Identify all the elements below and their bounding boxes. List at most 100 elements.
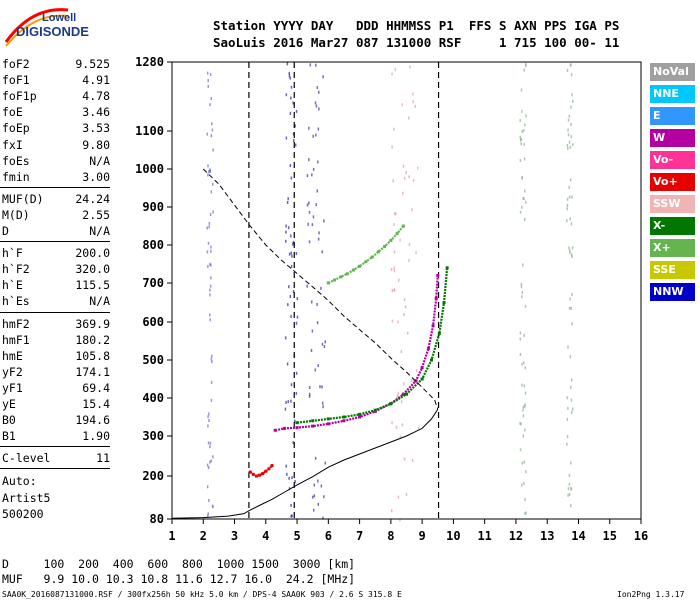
noise-dot <box>393 288 395 292</box>
param-name: D <box>2 224 9 238</box>
legend-item-ssw: SSW <box>650 195 695 213</box>
param-row-g1-5: fxI 9.80 <box>2 138 110 154</box>
noise-dot <box>206 250 209 254</box>
noise-dot <box>292 441 295 445</box>
noise-dot <box>571 254 573 258</box>
noise-dot <box>403 457 406 461</box>
param-value: N/A <box>89 153 110 168</box>
noise-dot <box>207 424 209 428</box>
noise-dot <box>566 418 569 422</box>
noise-dot <box>519 337 522 341</box>
noise-dot <box>209 262 211 266</box>
noise-dot <box>306 284 308 288</box>
noise-dot <box>521 109 523 113</box>
param-row-g5-0: C-level 11 <box>2 451 110 467</box>
noise-dot <box>393 250 396 254</box>
noise-dot <box>568 195 571 199</box>
noise-dot <box>412 178 415 182</box>
y-tick-label: 800 <box>142 238 164 252</box>
noise-dot <box>292 101 294 105</box>
noise-dot <box>521 205 523 209</box>
noise-dot <box>209 288 211 292</box>
param-row-g2-2: D N/A <box>2 224 110 240</box>
noise-dot <box>209 169 211 173</box>
x-tick-label: 5 <box>293 529 300 543</box>
noise-dot <box>570 378 573 382</box>
noise-dot <box>396 394 399 398</box>
noise-dot <box>289 295 292 299</box>
noise-dot <box>566 143 569 147</box>
noise-dot <box>209 313 211 317</box>
noise-dot <box>524 304 527 308</box>
noise-dot <box>520 285 523 289</box>
noise-dot <box>524 366 527 370</box>
noise-dot <box>524 123 526 127</box>
param-name: fmin <box>2 169 30 184</box>
noise-dot <box>390 267 393 271</box>
noise-dot <box>570 135 573 139</box>
noise-dot <box>324 461 326 465</box>
param-value: 9.80 <box>82 137 110 152</box>
noise-dot <box>207 241 210 245</box>
noise-dot <box>290 96 292 100</box>
noise-dot <box>289 111 292 115</box>
noise-dot <box>292 240 295 244</box>
y-tick-label: 1000 <box>135 162 164 176</box>
noise-dot <box>525 114 527 118</box>
noise-dot <box>288 487 291 491</box>
logo-line2: DIGISONDE <box>16 24 89 39</box>
noise-dot <box>570 410 573 414</box>
y-tick-label: 1280 <box>135 55 164 69</box>
noise-dot <box>206 463 209 467</box>
legend-item-e: E <box>650 107 695 125</box>
noise-dot <box>294 480 296 484</box>
noise-dot <box>521 295 523 299</box>
noise-dot <box>323 495 325 499</box>
noise-dot <box>519 159 522 163</box>
noise-dot <box>570 105 572 109</box>
y-tick-label: 600 <box>142 315 164 329</box>
param-value: 194.6 <box>75 413 110 428</box>
noise-dot <box>285 136 288 140</box>
noise-dot <box>322 405 324 409</box>
noise-dot <box>317 127 320 131</box>
param-value: 180.2 <box>75 332 110 347</box>
noise-dot <box>523 384 526 388</box>
noise-dot <box>569 251 571 255</box>
noise-dot <box>411 459 414 463</box>
y-tick-label: 400 <box>142 391 164 405</box>
param-row-g3-3: h`Es N/A <box>2 294 110 310</box>
param-name: yE <box>2 397 16 411</box>
noise-dot <box>284 239 287 243</box>
noise-dot <box>210 459 213 463</box>
noise-dot <box>316 321 319 325</box>
noise-dot <box>567 118 570 122</box>
echo-point <box>437 331 441 335</box>
noise-dot <box>567 487 570 491</box>
noise-dot <box>290 514 292 518</box>
noise-dot <box>295 109 298 113</box>
noise-dot <box>412 92 414 96</box>
noise-dot <box>208 499 210 503</box>
param-value: 4.91 <box>82 73 110 88</box>
noise-dot <box>393 266 395 270</box>
noise-dot <box>285 400 287 404</box>
noise-dot <box>397 320 399 324</box>
noise-dot <box>290 503 292 507</box>
plot-frame <box>171 61 642 520</box>
x-tick-label: 3 <box>231 529 238 543</box>
noise-dot <box>308 201 310 205</box>
profile-line <box>171 409 439 519</box>
param-separator <box>0 446 110 448</box>
noise-dot <box>569 297 571 301</box>
noise-dot <box>308 392 311 396</box>
legend-item-nnw: NNW <box>650 283 695 301</box>
noise-dot <box>569 385 572 389</box>
y-tick-label: 300 <box>142 429 164 443</box>
noise-dot <box>408 259 410 263</box>
noise-dot <box>290 251 293 255</box>
noise-dot <box>519 421 521 425</box>
noise-dot <box>296 315 299 319</box>
noise-dot <box>284 407 287 411</box>
noise-dot <box>207 415 209 419</box>
